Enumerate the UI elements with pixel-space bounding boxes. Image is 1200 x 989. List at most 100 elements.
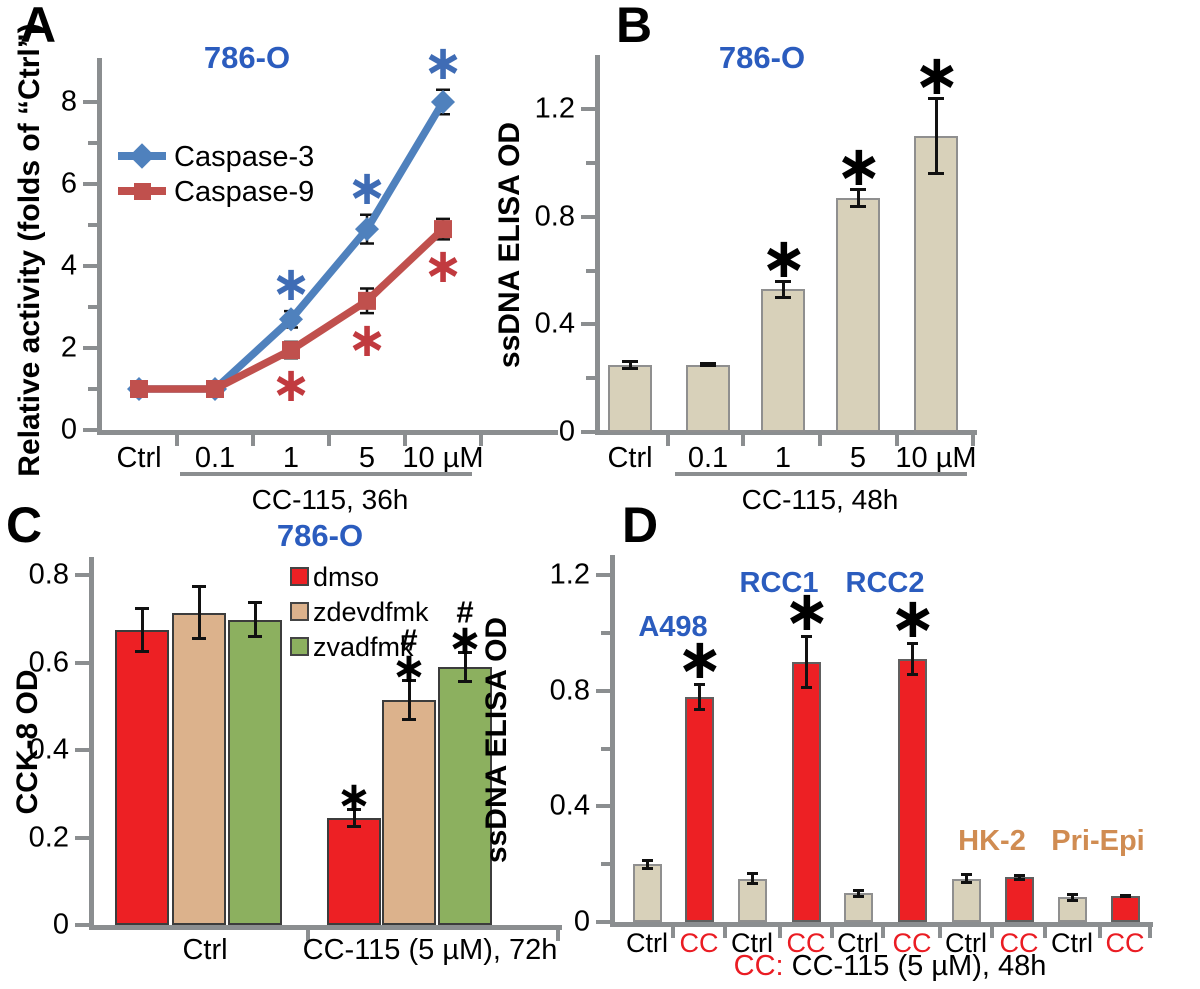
panel-c-y-tick xyxy=(75,660,89,665)
panel-c-error-bar-cap xyxy=(135,607,149,611)
panel-d-error-bar xyxy=(910,643,914,675)
panel-c-y-tick xyxy=(75,835,89,840)
panel-c-error-bar-cap xyxy=(248,601,262,605)
panel-d-bar xyxy=(1110,896,1140,922)
panel-d-error-bar-cap xyxy=(852,888,864,892)
panel-d-error-bar-cap xyxy=(693,707,705,711)
panel-a-x-tick xyxy=(175,435,179,446)
panel-d-x-tick xyxy=(671,927,675,938)
panel-d-x-tick-label: Ctrl xyxy=(837,928,879,958)
panel-d-significance-marker: ∗ xyxy=(889,586,937,652)
panel-b-x-tick xyxy=(818,435,822,446)
panel-c-error-bar xyxy=(253,602,257,638)
panel-d-caption-prefix: CC: xyxy=(733,950,784,982)
panel-b-error-bar-cap xyxy=(850,205,866,209)
panel-a-x-tick xyxy=(479,435,483,446)
panel-a-square-marker xyxy=(130,380,148,398)
panel-a-x-tick-label: 10 µM xyxy=(402,442,484,474)
panel-a-y-minor-tick xyxy=(88,305,97,309)
panel-a-square-marker xyxy=(434,220,452,239)
panel-c-significance-marker: ∗ xyxy=(447,614,483,664)
panel-d-bar xyxy=(632,864,662,922)
panel-a-y-tick xyxy=(83,428,97,432)
panel-d-cell-line-label: HK-2 xyxy=(958,825,1026,857)
panel-b-y-tick xyxy=(581,322,595,327)
panel-d-error-bar xyxy=(1070,893,1074,901)
panel-b-bar xyxy=(608,365,652,432)
panel-a-square-marker xyxy=(282,341,300,360)
panel-a-x-tick xyxy=(403,435,407,446)
panel-d-letter: D xyxy=(622,497,659,553)
panel-d-cell-line-label: Pri-Epi xyxy=(1051,825,1145,857)
panel-d-x-tick xyxy=(723,927,727,938)
panel-c-y-tick-label: 0.8 xyxy=(28,558,69,591)
panel-a-x-tick xyxy=(251,435,255,446)
panel-d-x-tick xyxy=(1043,927,1047,938)
panel-d-cell-line-label: RCC1 xyxy=(739,567,819,599)
panel-b-letter: B xyxy=(616,0,653,53)
panel-d-significance-marker: ∗ xyxy=(676,626,724,692)
panel-b-y-tick xyxy=(581,214,595,219)
panel-a-y-tick xyxy=(83,264,97,268)
panel-b-y-axis xyxy=(595,55,600,433)
panel-d-error-bar-cap xyxy=(641,858,653,862)
panel-d-x-tick xyxy=(1098,927,1102,938)
panel-a-square-marker xyxy=(358,291,376,310)
panel-a-x-tick-label: Ctrl xyxy=(116,442,162,474)
panel-d-cell-line-label: RCC2 xyxy=(845,567,925,599)
panel-a-title: 786-O xyxy=(203,40,291,75)
panel-b-x-tick xyxy=(666,435,670,446)
panel-a-plot xyxy=(126,88,456,402)
panel-a-diamond-marker xyxy=(354,217,380,242)
panel-d-error-bar-cap xyxy=(1066,898,1078,902)
panel-a-significance-marker: ∗ xyxy=(346,312,388,369)
panel-b-treatment-underline xyxy=(675,472,967,476)
panel-d-error-bar-cap xyxy=(906,642,918,646)
panel-d-error-bar-cap xyxy=(693,682,705,686)
panel-a-x-tick-label: 1 xyxy=(282,442,300,474)
panel-b-y-tick-label: 0 xyxy=(558,415,575,448)
panel-d-y-minor-tick xyxy=(601,631,610,635)
panel-d-bar xyxy=(684,697,714,922)
panel-d-error-bar-cap xyxy=(746,871,758,875)
panel-b-y-tick-label: 0.4 xyxy=(534,307,575,340)
panel-b-x-tick xyxy=(895,435,899,446)
panel-d-error-bar-cap xyxy=(1013,877,1025,881)
panel-a-y-minor-tick xyxy=(88,223,97,227)
panel-d-bar xyxy=(1004,877,1034,922)
panel-c-legend-swatch xyxy=(290,602,309,621)
panel-a-y-tick xyxy=(83,346,97,350)
panel-c-error-bar xyxy=(407,680,411,720)
panel-b-x-tick-label: 5 xyxy=(849,442,867,474)
panel-d-error-bar-cap xyxy=(1066,892,1078,896)
panel-d-error-bar xyxy=(750,872,754,885)
panel-a-legend-label: Caspase-9 xyxy=(174,176,315,208)
panel-d-caption: CC: CC-115 (5 µM), 48h xyxy=(734,950,1047,983)
panel-d-error-bar xyxy=(804,635,808,688)
panel-a-y-tick-label: 2 xyxy=(60,331,77,364)
panel-d-error-bar-cap xyxy=(641,866,653,870)
panel-c-legend-swatch xyxy=(290,637,309,656)
panel-b-y-minor-tick xyxy=(586,268,595,273)
panel-a-y-tick xyxy=(83,100,97,104)
panel-c-error-bar-cap xyxy=(135,649,149,653)
panel-b-x-tick-label: 0.1 xyxy=(687,442,729,474)
panel-c-y-tick xyxy=(75,748,89,753)
panel-d-x-tick-label: Ctrl xyxy=(731,928,773,958)
panel-c-legend-swatch xyxy=(290,567,309,586)
panel-c-legend-label: dmso xyxy=(313,562,380,592)
panel-c-hash-marker: # xyxy=(456,594,474,630)
panel-d-bar xyxy=(737,879,767,922)
panel-c-error-bar-cap xyxy=(458,680,472,684)
panel-d-bar xyxy=(951,879,981,922)
panel-d-y-minor-tick xyxy=(601,862,610,867)
panel-d-cell-line-label: A498 xyxy=(638,611,708,643)
panel-b-error-bar-cap xyxy=(700,364,716,368)
panel-d-x-tick xyxy=(1148,927,1152,938)
panel-d-y-tick xyxy=(596,688,610,693)
panel-a-y-tick-label: 6 xyxy=(60,167,77,200)
panel-a-significance-marker: ∗ xyxy=(270,357,312,414)
panel-d-x-tick xyxy=(778,927,782,938)
panel-d-x-tick-label: Ctrl xyxy=(945,928,987,958)
